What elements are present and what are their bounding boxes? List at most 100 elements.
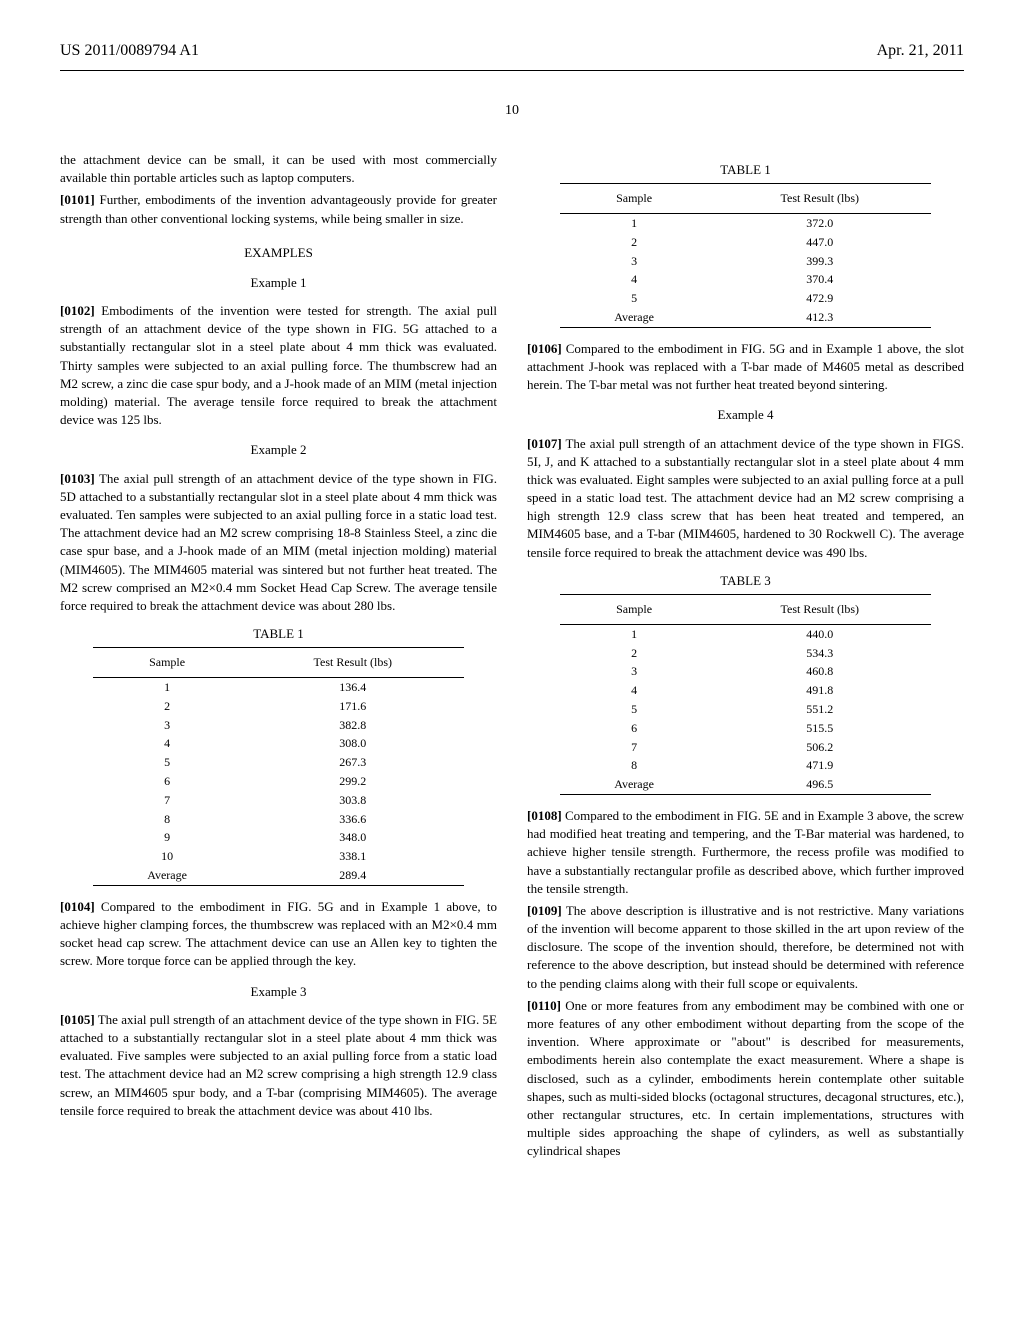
result-cell: 496.5 xyxy=(708,775,931,794)
table-row: 4308.0 xyxy=(93,734,464,753)
sample-cell: 3 xyxy=(560,662,709,681)
table-header-sample: Sample xyxy=(560,184,709,214)
result-cell: 299.2 xyxy=(241,772,464,791)
para-text: Compared to the embodiment in FIG. 5G an… xyxy=(60,899,497,969)
table-row: Average289.4 xyxy=(93,866,464,885)
para-num: [0105] xyxy=(60,1012,95,1027)
table-row: 2534.3 xyxy=(560,644,931,663)
table-row: 10338.1 xyxy=(93,847,464,866)
table-row: Average496.5 xyxy=(560,775,931,794)
table-header-result: Test Result (lbs) xyxy=(241,648,464,678)
para-num: [0103] xyxy=(60,471,95,486)
table-header-sample: Sample xyxy=(560,595,709,625)
paragraph-0102: [0102] Embodiments of the invention were… xyxy=(60,302,497,429)
paragraph-0101: [0101] Further, embodiments of the inven… xyxy=(60,191,497,227)
table-header-result: Test Result (lbs) xyxy=(708,184,931,214)
example1-heading: Example 1 xyxy=(60,274,497,292)
table-row: 4491.8 xyxy=(560,681,931,700)
result-cell: 136.4 xyxy=(241,678,464,697)
result-cell: 336.6 xyxy=(241,810,464,829)
para-text: The axial pull strength of an attachment… xyxy=(60,1012,497,1118)
patent-number: US 2011/0089794 A1 xyxy=(60,40,199,62)
para-text: Compared to the embodiment in FIG. 5G an… xyxy=(527,341,964,392)
result-cell: 472.9 xyxy=(708,289,931,308)
sample-cell: Average xyxy=(560,775,709,794)
sample-cell: 2 xyxy=(93,697,242,716)
para-num: [0101] xyxy=(60,192,95,207)
para-text: The above description is illustrative an… xyxy=(527,903,964,991)
sample-cell: 4 xyxy=(560,681,709,700)
sample-cell: 7 xyxy=(93,791,242,810)
result-cell: 460.8 xyxy=(708,662,931,681)
para-text: One or more features from any embodiment… xyxy=(527,998,964,1159)
table1b-title: TABLE 1 xyxy=(527,161,964,179)
example4-heading: Example 4 xyxy=(527,406,964,424)
sample-cell: 1 xyxy=(93,678,242,697)
paragraph-0110: [0110] One or more features from any emb… xyxy=(527,997,964,1161)
sample-cell: 5 xyxy=(560,700,709,719)
paragraph-0104: [0104] Compared to the embodiment in FIG… xyxy=(60,898,497,971)
table-row: 6515.5 xyxy=(560,719,931,738)
result-cell: 551.2 xyxy=(708,700,931,719)
result-cell: 440.0 xyxy=(708,624,931,643)
table-row: 2171.6 xyxy=(93,697,464,716)
sample-cell: 2 xyxy=(560,644,709,663)
table-row: 5267.3 xyxy=(93,753,464,772)
para-num: [0106] xyxy=(527,341,562,356)
sample-cell: 5 xyxy=(93,753,242,772)
content-columns: the attachment device can be small, it c… xyxy=(60,151,964,1165)
result-cell: 348.0 xyxy=(241,828,464,847)
result-cell: 370.4 xyxy=(708,270,931,289)
table3-title: TABLE 3 xyxy=(527,572,964,590)
para-text: Compared to the embodiment in FIG. 5E an… xyxy=(527,808,964,896)
table-row: 5472.9 xyxy=(560,289,931,308)
table-row: 3399.3 xyxy=(560,252,931,271)
sample-cell: 4 xyxy=(560,270,709,289)
paragraph-0108: [0108] Compared to the embodiment in FIG… xyxy=(527,807,964,898)
sample-cell: Average xyxy=(560,308,709,327)
sample-cell: 5 xyxy=(560,289,709,308)
table-row: Average412.3 xyxy=(560,308,931,327)
paragraph-0107: [0107] The axial pull strength of an att… xyxy=(527,435,964,562)
table-row: 1372.0 xyxy=(560,213,931,232)
table-row: 1440.0 xyxy=(560,624,931,643)
paragraph-0105: [0105] The axial pull strength of an att… xyxy=(60,1011,497,1120)
sample-cell: 6 xyxy=(560,719,709,738)
result-cell: 171.6 xyxy=(241,697,464,716)
sample-cell: 1 xyxy=(560,624,709,643)
table1b: Sample Test Result (lbs) 1372.02447.0339… xyxy=(560,183,931,328)
table-row: 7303.8 xyxy=(93,791,464,810)
result-cell: 382.8 xyxy=(241,716,464,735)
result-cell: 372.0 xyxy=(708,213,931,232)
result-cell: 308.0 xyxy=(241,734,464,753)
para-num: [0107] xyxy=(527,436,562,451)
para-text: Embodiments of the invention were tested… xyxy=(60,303,497,427)
paragraph-intro: the attachment device can be small, it c… xyxy=(60,151,497,187)
patent-date: Apr. 21, 2011 xyxy=(877,40,964,62)
para-num: [0102] xyxy=(60,303,95,318)
examples-heading: EXAMPLES xyxy=(60,244,497,262)
sample-cell: 8 xyxy=(93,810,242,829)
table3: Sample Test Result (lbs) 1440.02534.3346… xyxy=(560,594,931,795)
sample-cell: Average xyxy=(93,866,242,885)
sample-cell: 8 xyxy=(560,756,709,775)
table1-title: TABLE 1 xyxy=(60,625,497,643)
example2-heading: Example 2 xyxy=(60,441,497,459)
sample-cell: 4 xyxy=(93,734,242,753)
paragraph-0103: [0103] The axial pull strength of an att… xyxy=(60,470,497,616)
result-cell: 399.3 xyxy=(708,252,931,271)
para-text: The axial pull strength of an attachment… xyxy=(60,471,497,613)
table-row: 9348.0 xyxy=(93,828,464,847)
table-row: 1136.4 xyxy=(93,678,464,697)
table-row: 8336.6 xyxy=(93,810,464,829)
example3-heading: Example 3 xyxy=(60,983,497,1001)
result-cell: 506.2 xyxy=(708,738,931,757)
table-row: 6299.2 xyxy=(93,772,464,791)
page-number: 10 xyxy=(60,101,964,121)
result-cell: 515.5 xyxy=(708,719,931,738)
table-row: 3460.8 xyxy=(560,662,931,681)
result-cell: 534.3 xyxy=(708,644,931,663)
result-cell: 289.4 xyxy=(241,866,464,885)
sample-cell: 6 xyxy=(93,772,242,791)
left-column: the attachment device can be small, it c… xyxy=(60,151,497,1165)
